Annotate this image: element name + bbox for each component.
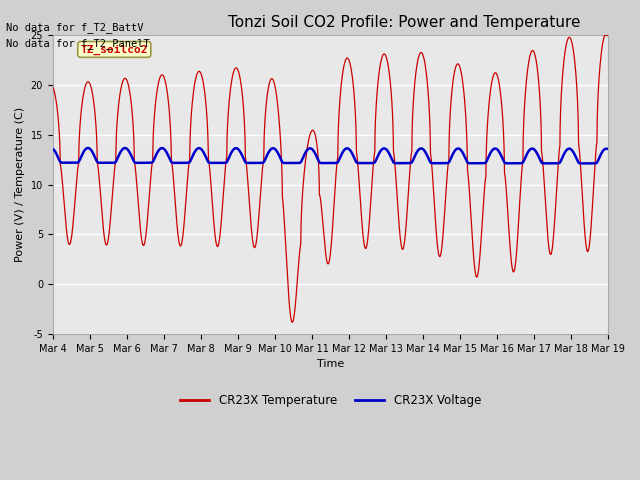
Text: No data for f_T2_PanelT: No data for f_T2_PanelT <box>6 38 150 49</box>
Text: No data for f_T2_BattV: No data for f_T2_BattV <box>6 22 144 33</box>
Legend: CR23X Temperature, CR23X Voltage: CR23X Temperature, CR23X Voltage <box>175 389 486 411</box>
Text: Tonzi Soil CO2 Profile: Power and Temperature: Tonzi Soil CO2 Profile: Power and Temper… <box>228 15 580 30</box>
Text: TZ_soilco2: TZ_soilco2 <box>81 44 148 55</box>
Y-axis label: Power (V) / Temperature (C): Power (V) / Temperature (C) <box>15 107 25 262</box>
X-axis label: Time: Time <box>317 359 344 369</box>
